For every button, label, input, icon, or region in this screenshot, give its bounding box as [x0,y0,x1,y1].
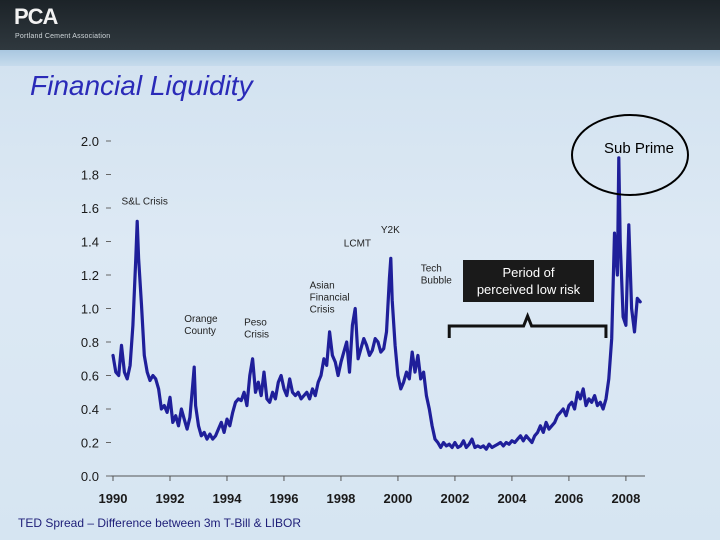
x-tick-label: 1998 [326,491,355,506]
x-tick-label: 2000 [383,491,412,506]
y-tick-label: 1.6 [81,201,99,216]
x-tick-label: 2004 [497,491,527,506]
sub-prime-circle [571,114,689,196]
y-tick-label: 1.2 [81,268,99,283]
sub-prime-label: Sub Prime [604,140,674,157]
annotation-orange-county: Orange County [184,314,218,337]
y-tick-label: 0.4 [81,402,99,417]
chart-caption: TED Spread – Difference between 3m T-Bil… [18,516,302,530]
annotations: S&L Crisis Orange County Peso Crisis Asian Fin… [122,197,453,341]
y-tick-label: 0.6 [81,369,99,384]
annotation-asian-financial-crisis: Asian Financial Crisis [310,280,350,315]
x-tick-label: 1996 [270,491,299,506]
callout-label: Period of perceived low risk [477,265,581,297]
x-tick-label: 1990 [99,491,128,506]
annotation-lcmt: LCMT [344,239,371,250]
y-tick-label: 0.2 [81,436,99,451]
y-tick-label: 2.0 [81,134,99,149]
y-tick-label: 0.0 [81,469,99,484]
y-tick-label: 1.4 [81,235,99,250]
x-tick-label: 2006 [554,491,583,506]
y-tick-label: 0.8 [81,335,99,350]
pca-logo: PCA [14,4,58,29]
slide-title: Financial Liquidity [30,70,253,101]
header-bar: PCA Portland Cement Association [0,0,720,50]
x-tick-label: 1994 [213,491,243,506]
sub-prime-highlight: Sub Prime [571,114,689,196]
callout: Period of perceived low risk [447,260,608,338]
x-tick-label: 2008 [611,491,640,506]
series-layer [111,156,642,451]
axes: 0.0 0.2 0.4 0.6 0.8 1.0 1.2 1.4 1.6 1.8 2.0 1990 199… [81,134,645,506]
callout-box [463,260,594,302]
annotation-peso-crisis: Peso Crisis [244,317,269,340]
logo-subtitle: Portland Cement Association [15,33,111,40]
x-tick-label: 1992 [156,491,185,506]
low-risk-bracket [447,311,608,338]
ted-spread-series-line [111,156,642,451]
y-tick-label: 1.8 [81,168,99,183]
annotation-s-l-crisis: S&L Crisis [122,197,168,208]
annotation-y2k: Y2K [381,225,400,236]
y-tick-label: 1.0 [81,302,99,317]
annotation-tech-bubble: Tech Bubble [421,264,453,287]
x-tick-label: 2002 [440,491,469,506]
header-band [0,50,720,66]
